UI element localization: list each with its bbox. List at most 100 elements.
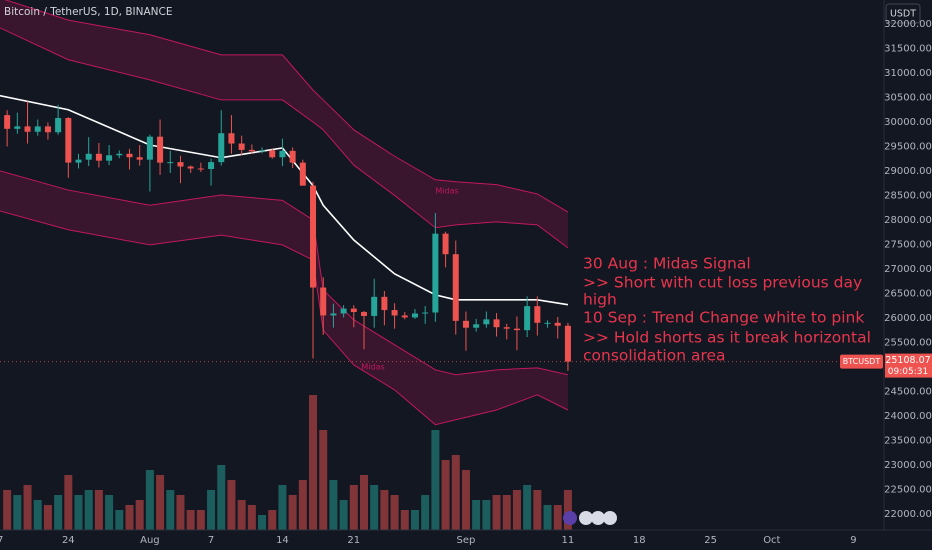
y-tick-label: 29000.00 bbox=[884, 166, 932, 177]
volume-bar bbox=[145, 470, 154, 530]
volume-bar bbox=[492, 495, 501, 530]
volume-bar bbox=[278, 485, 287, 530]
event-icons[interactable] bbox=[563, 511, 617, 525]
volume-bar bbox=[13, 495, 22, 530]
volume-bar bbox=[533, 490, 542, 530]
candle-body bbox=[483, 319, 490, 325]
candle-body bbox=[320, 287, 327, 316]
volume-bar bbox=[43, 505, 52, 530]
volume-bar bbox=[309, 395, 318, 530]
volume-bar bbox=[105, 495, 114, 530]
y-tick-label: 25500.00 bbox=[884, 337, 932, 348]
candle-body bbox=[44, 126, 51, 133]
candle-body bbox=[330, 313, 337, 316]
candle-body bbox=[126, 153, 133, 158]
band-line bbox=[0, 210, 569, 426]
candle-body bbox=[228, 133, 235, 144]
candle-body bbox=[493, 319, 500, 328]
volume-bar bbox=[135, 500, 144, 530]
candle-body bbox=[65, 118, 72, 163]
candle-body bbox=[55, 118, 62, 133]
candle-body bbox=[503, 327, 510, 329]
volume-bar bbox=[360, 475, 368, 530]
candle-body bbox=[208, 162, 215, 169]
volume-bar bbox=[472, 500, 481, 530]
candle-body bbox=[299, 162, 306, 186]
annotation-line: 10 Sep : Trend Change white to pink bbox=[583, 309, 864, 327]
countdown-label: 09:05:31 bbox=[888, 367, 928, 377]
y-tick-label: 31000.00 bbox=[884, 68, 932, 79]
volume-bar bbox=[553, 505, 562, 530]
volume-bar bbox=[33, 500, 42, 530]
band-line bbox=[0, 170, 569, 376]
candle-body bbox=[289, 150, 296, 163]
volume-bar bbox=[247, 505, 256, 530]
candle-body bbox=[279, 150, 286, 158]
y-tick-label: 27500.00 bbox=[884, 239, 932, 250]
candle-body bbox=[197, 168, 204, 170]
event-icon[interactable] bbox=[603, 511, 617, 525]
candle-body bbox=[462, 320, 469, 328]
volume-bar bbox=[54, 495, 63, 530]
candle-body bbox=[350, 308, 357, 313]
last-price-label: 25108.07 bbox=[885, 355, 930, 366]
volume-bar bbox=[227, 480, 236, 530]
volume-bar bbox=[207, 490, 216, 530]
candle-body bbox=[340, 308, 347, 314]
volume-bar bbox=[349, 485, 358, 530]
volume-bar bbox=[400, 510, 409, 530]
candle-body bbox=[177, 162, 184, 167]
band-line bbox=[0, 27, 569, 249]
price-tag bbox=[885, 353, 932, 378]
volume-bar bbox=[258, 515, 267, 530]
candle-body bbox=[259, 150, 266, 152]
candle-body bbox=[411, 313, 418, 318]
volume-bar bbox=[410, 510, 419, 530]
plot-area bbox=[0, 0, 884, 530]
candle-body bbox=[269, 150, 276, 158]
candle-body bbox=[116, 153, 123, 156]
candle-body bbox=[218, 133, 225, 163]
x-tick-label: 14 bbox=[276, 535, 289, 546]
band-label: Midas bbox=[361, 363, 384, 372]
volume-bar bbox=[186, 510, 195, 530]
x-tick-label: Oct bbox=[763, 535, 780, 546]
candle-body bbox=[371, 296, 378, 316]
y-tick-label: 24000.00 bbox=[884, 411, 932, 422]
x-tick-label: 11 bbox=[562, 535, 575, 546]
event-icon[interactable] bbox=[563, 511, 577, 525]
event-icon[interactable] bbox=[591, 511, 605, 525]
volume-bar bbox=[380, 490, 389, 530]
candle-body bbox=[248, 149, 255, 152]
volume-bar bbox=[329, 480, 338, 530]
candle-body bbox=[401, 315, 408, 318]
band-fill bbox=[0, 170, 568, 425]
volume-bar bbox=[237, 500, 246, 530]
candle-body bbox=[85, 153, 92, 160]
volume-bar bbox=[441, 460, 450, 530]
y-tick-label: 30000.00 bbox=[884, 117, 932, 128]
candle-body bbox=[432, 233, 439, 313]
candle-body bbox=[391, 310, 398, 316]
volume-bar bbox=[298, 480, 307, 530]
candle-body bbox=[95, 153, 102, 161]
annotation-line: consolidation area bbox=[583, 347, 726, 365]
volume-bar bbox=[523, 485, 532, 530]
volume-bar bbox=[156, 475, 165, 530]
annotation-line: high bbox=[583, 291, 617, 309]
candle-body bbox=[554, 322, 561, 326]
volume-bar bbox=[74, 495, 83, 530]
annotation-line: >> Hold shorts as it break horizontal bbox=[583, 329, 871, 347]
event-icon[interactable] bbox=[579, 511, 593, 525]
candle-body bbox=[14, 126, 21, 129]
volume-bar bbox=[94, 490, 103, 530]
y-tick-label: 26500.00 bbox=[884, 288, 932, 299]
currency-button[interactable] bbox=[885, 3, 921, 24]
volume-bar bbox=[115, 510, 124, 530]
candle-body bbox=[106, 155, 113, 161]
x-tick-label: Sep bbox=[457, 535, 476, 546]
candle-body bbox=[146, 136, 153, 160]
volume-bar bbox=[339, 500, 348, 530]
band-fill bbox=[0, 0, 568, 248]
